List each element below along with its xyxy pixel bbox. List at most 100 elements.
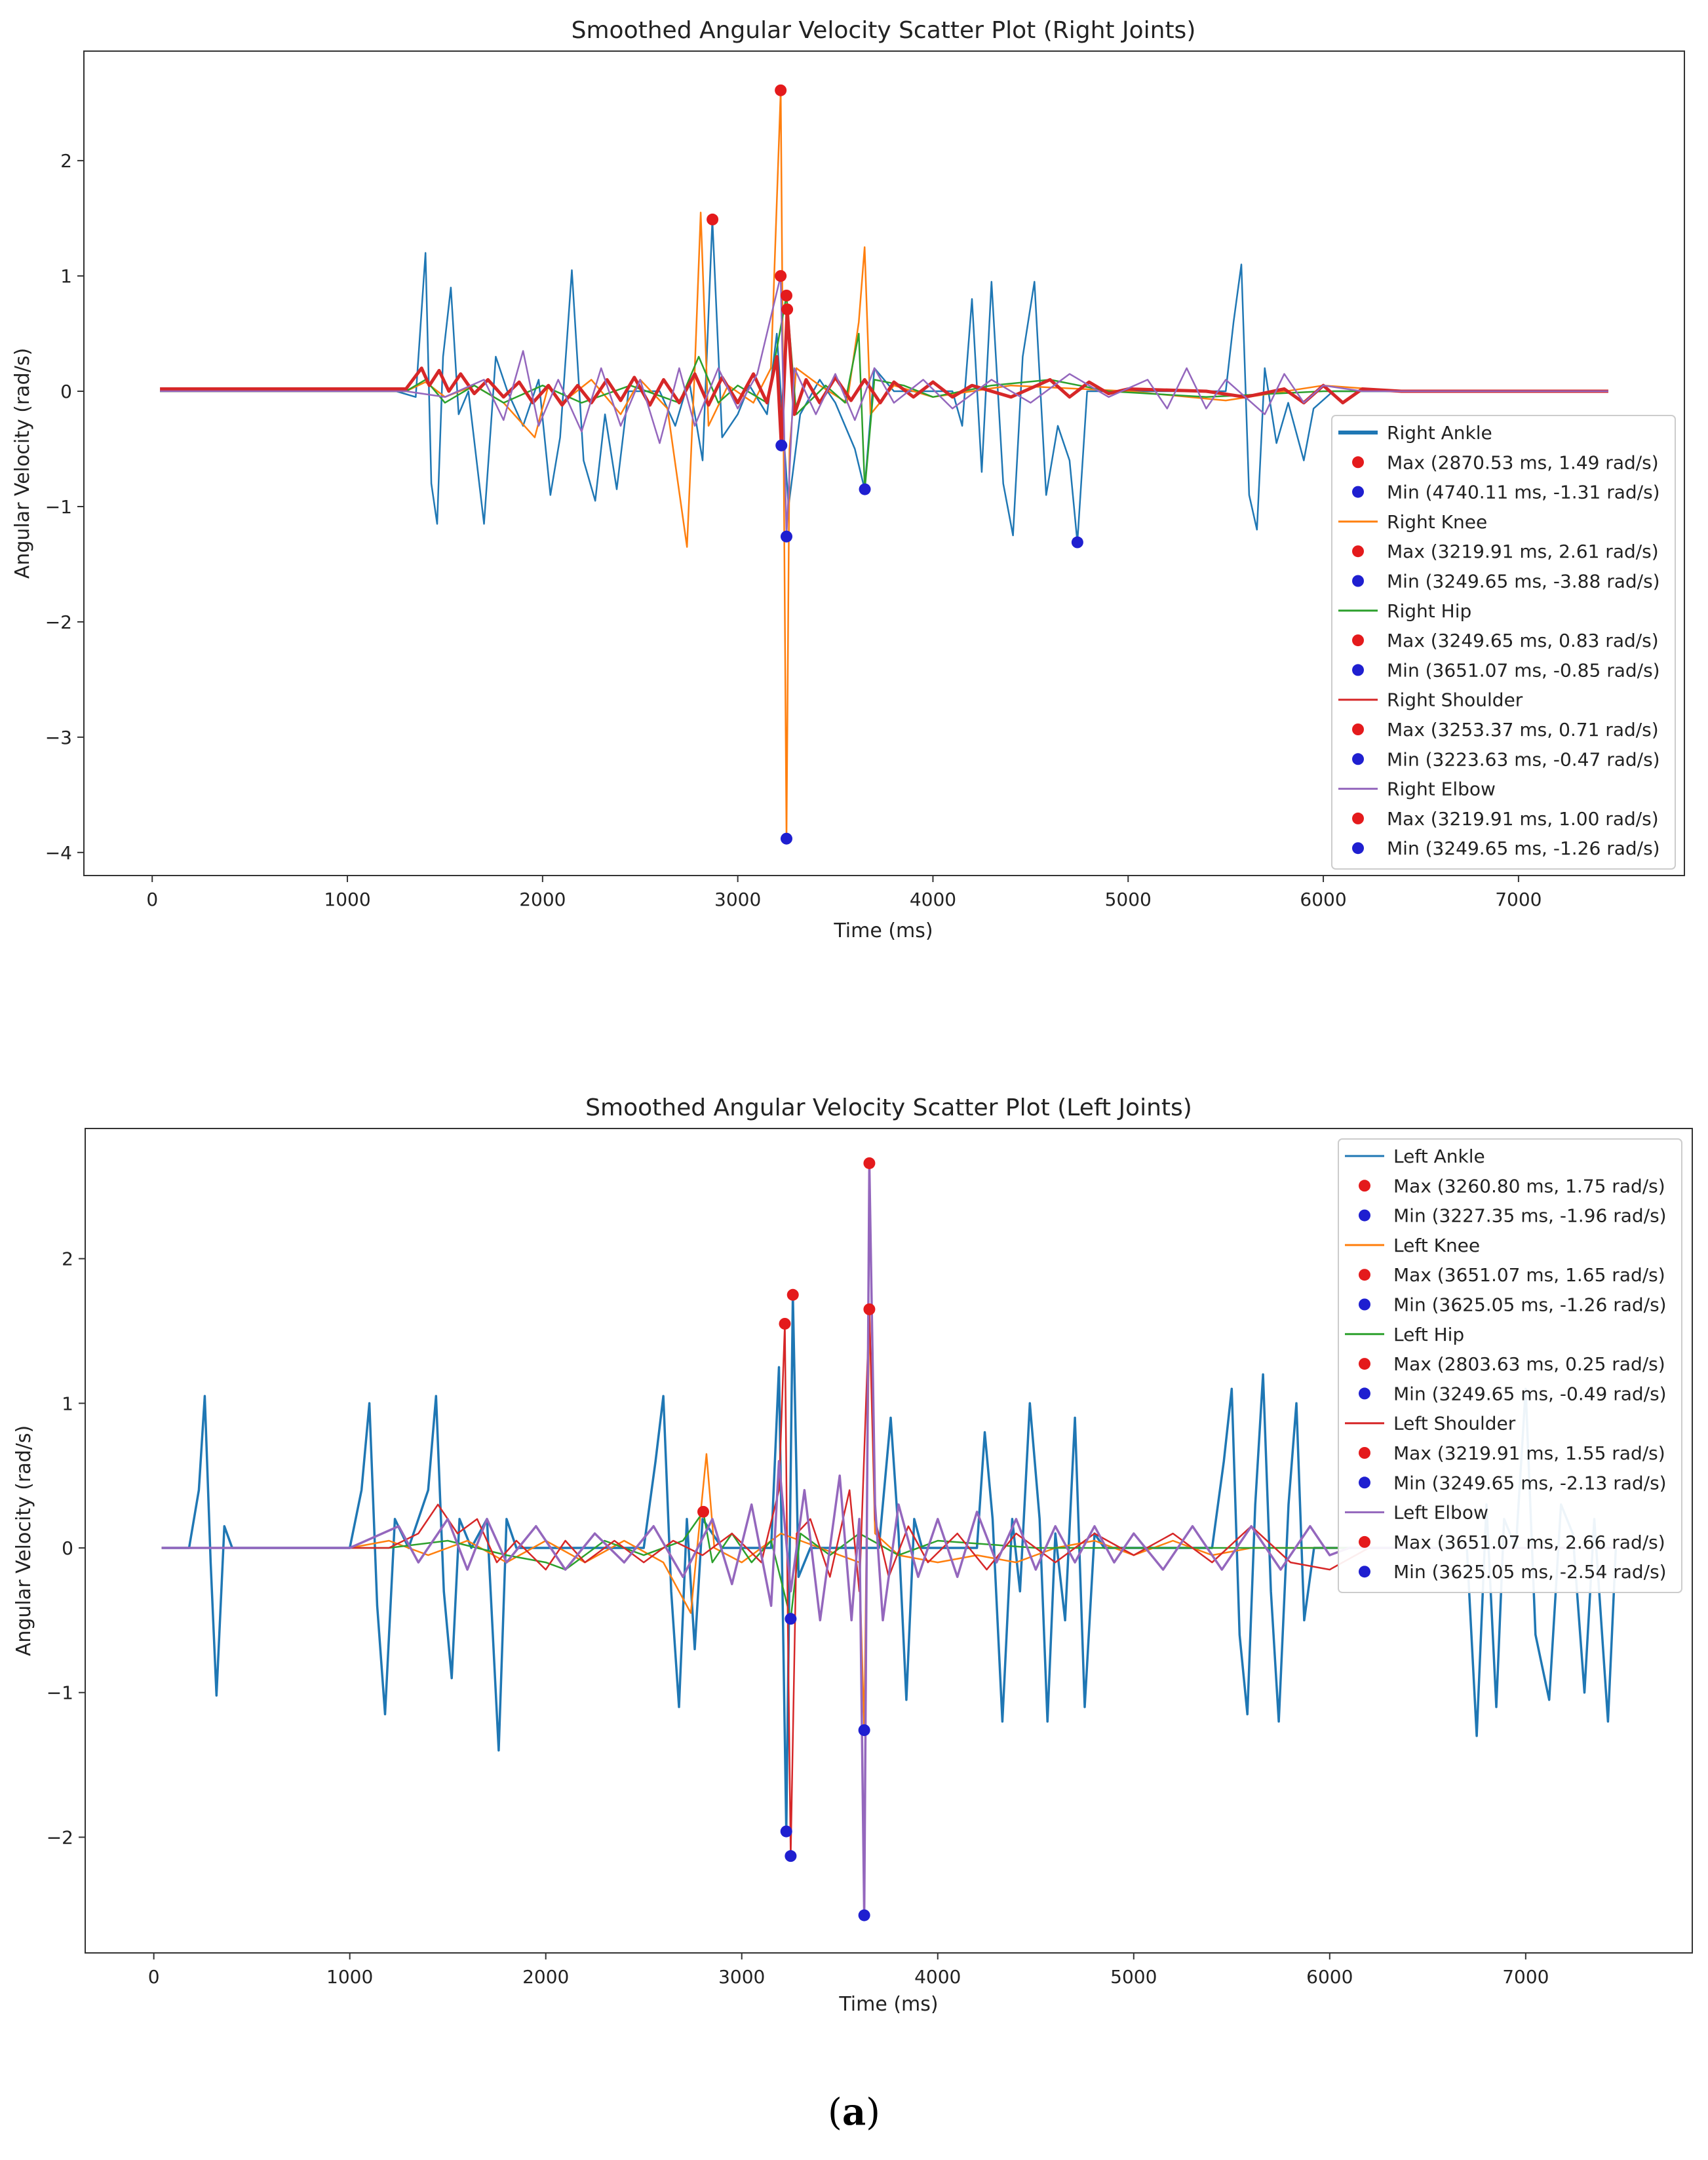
max-point-left-elbow <box>863 1157 876 1169</box>
legend-marker-swatch <box>1359 1476 1370 1489</box>
extreme-markers <box>707 84 1083 845</box>
legend-entry-label: Right Elbow <box>1387 779 1496 800</box>
legend-marker-swatch <box>1352 486 1364 498</box>
x-tick-label: 2000 <box>519 889 566 910</box>
figure-caption: (a) <box>0 2091 1708 2134</box>
caption-close: ) <box>866 2091 880 2134</box>
y-axis-label: Angular Velocity (rad/s) <box>12 1425 35 1656</box>
legend: Right Ankle Max (2870.53 ms, 1.49 rad/s) M… <box>1331 415 1676 870</box>
plot-area-frame <box>85 1128 1693 1954</box>
min-point-right-hip <box>859 483 871 495</box>
x-tick-label: 2000 <box>522 1966 569 1988</box>
axis-ticks: 0 1000 2000 3000 4000 5000 6000 7000 −4 −3 −2 −1 0 1 2 <box>45 150 1542 910</box>
extreme-markers <box>697 1157 876 1921</box>
legend: Left Ankle Max (3260.80 ms, 1.75 rad/s) Mi… <box>1338 1138 1682 1593</box>
max-point-left-ankle <box>786 1288 799 1301</box>
max-point-right-ankle <box>707 213 719 225</box>
legend-marker-swatch <box>1359 1387 1370 1400</box>
min-point-left-elbow <box>858 1909 870 1921</box>
y-tick-label: 0 <box>62 1537 73 1559</box>
y-tick-label: 2 <box>62 1248 73 1270</box>
y-tick-label: −1 <box>47 1682 73 1704</box>
legend-marker-swatch <box>1359 1269 1370 1281</box>
x-tick-label: 5000 <box>1110 1966 1157 1988</box>
chart-right-joints: Smoothed Angular Velocity Scatter Plot (… <box>11 17 1685 942</box>
legend-entry-label: Max (3253.37 ms, 0.71 rad/s) <box>1387 719 1659 741</box>
legend-entry-label: Right Hip <box>1387 600 1471 622</box>
x-tick-label: 7000 <box>1502 1966 1549 1988</box>
legend-marker-swatch <box>1352 634 1364 647</box>
y-tick-label: −1 <box>45 496 72 518</box>
x-tick-label: 1000 <box>324 889 370 910</box>
legend-entry-label: Max (3651.07 ms, 1.65 rad/s) <box>1393 1264 1665 1286</box>
legend-entry-label: Min (3625.05 ms, -1.26 rad/s) <box>1393 1294 1667 1316</box>
legend-entry-label: Max (2870.53 ms, 1.49 rad/s) <box>1387 452 1659 473</box>
x-tick-label: 6000 <box>1300 889 1346 910</box>
max-point-left-shoulder <box>779 1317 791 1330</box>
x-tick-label: 4000 <box>914 1966 961 1988</box>
chart-title: Smoothed Angular Velocity Scatter Plot (… <box>585 1094 1192 1121</box>
caption-label: a <box>842 2091 866 2134</box>
max-point-right-knee <box>775 84 787 96</box>
y-tick-label: −3 <box>45 727 72 748</box>
legend-marker-swatch <box>1359 1209 1370 1222</box>
max-point-left-hip <box>697 1505 710 1518</box>
min-point-right-ankle <box>1071 536 1083 549</box>
min-point-left-ankle <box>780 1825 792 1838</box>
x-tick-label: 5000 <box>1105 889 1152 910</box>
legend-entry-label: Max (3249.65 ms, 0.83 rad/s) <box>1387 630 1659 651</box>
y-tick-label: 1 <box>60 265 72 287</box>
legend-entry-label: Left Ankle <box>1393 1146 1485 1167</box>
legend-box <box>1338 1138 1682 1593</box>
legend-entry-label: Max (3219.91 ms, 2.61 rad/s) <box>1387 541 1659 562</box>
max-point-right-elbow <box>775 270 787 282</box>
legend-entry-label: Min (3227.35 ms, -1.96 rad/s) <box>1393 1205 1667 1227</box>
legend-marker-swatch <box>1352 664 1364 676</box>
chart-left-joints: Smoothed Angular Velocity Scatter Plot (… <box>12 1094 1693 2016</box>
y-tick-label: −2 <box>47 1826 73 1848</box>
legend-marker-swatch <box>1352 812 1364 824</box>
min-point-right-shoulder <box>775 439 788 452</box>
x-tick-label: 0 <box>148 1966 160 1988</box>
legend-entry-label: Left Elbow <box>1393 1502 1488 1524</box>
legend-entry-label: Min (3249.65 ms, -3.88 rad/s) <box>1387 571 1660 592</box>
legend-marker-swatch <box>1359 1298 1370 1311</box>
legend-entry-label: Max (2803.63 ms, 0.25 rad/s) <box>1393 1353 1665 1375</box>
legend-box <box>1331 415 1676 870</box>
legend-entry-label: Max (3219.91 ms, 1.55 rad/s) <box>1393 1442 1665 1464</box>
legend-marker-swatch <box>1352 723 1364 735</box>
legend-marker-swatch <box>1352 545 1364 558</box>
x-tick-label: 4000 <box>910 889 956 910</box>
legend-marker-swatch <box>1352 575 1364 587</box>
legend-marker-swatch <box>1359 1535 1370 1548</box>
y-tick-label: −4 <box>45 842 72 864</box>
series-line-right-elbow <box>160 275 1608 537</box>
legend-entry-label: Min (3223.63 ms, -0.47 rad/s) <box>1387 748 1660 770</box>
legend-marker-swatch <box>1359 1358 1370 1370</box>
x-axis-label: Time (ms) <box>838 1993 938 2016</box>
legend-entry-label: Left Hip <box>1393 1324 1464 1345</box>
x-axis-label: Time (ms) <box>833 919 933 942</box>
axis-ticks: 0 1000 2000 3000 4000 5000 6000 7000 −2 −1 0 1 2 <box>47 1248 1549 1988</box>
x-tick-label: 3000 <box>714 889 761 910</box>
legend-marker-swatch <box>1352 842 1364 855</box>
legend-marker-swatch <box>1359 1566 1370 1578</box>
x-tick-label: 1000 <box>326 1966 373 1988</box>
chart-title: Smoothed Angular Velocity Scatter Plot (… <box>572 17 1196 44</box>
legend-entry-label: Min (4740.11 ms, -1.31 rad/s) <box>1387 482 1660 503</box>
legend-marker-swatch <box>1359 1447 1370 1459</box>
legend-entry-label: Left Shoulder <box>1393 1413 1516 1435</box>
min-point-right-knee <box>780 832 792 845</box>
y-axis-label: Angular Velocity (rad/s) <box>11 348 34 579</box>
legend-entry-label: Max (3260.80 ms, 1.75 rad/s) <box>1393 1175 1665 1197</box>
legend-marker-swatch <box>1352 456 1364 469</box>
legend-entry-label: Min (3249.65 ms, -0.49 rad/s) <box>1393 1383 1667 1404</box>
legend-entry-label: Left Knee <box>1393 1235 1480 1256</box>
min-point-left-shoulder <box>785 1850 797 1862</box>
min-point-left-hip <box>785 1613 797 1625</box>
max-point-left-knee <box>863 1303 876 1315</box>
legend-entry-label: Min (3625.05 ms, -2.54 rad/s) <box>1393 1561 1667 1583</box>
y-tick-label: 0 <box>60 381 72 402</box>
legend-entry-label: Max (3651.07 ms, 2.66 rad/s) <box>1393 1532 1665 1553</box>
